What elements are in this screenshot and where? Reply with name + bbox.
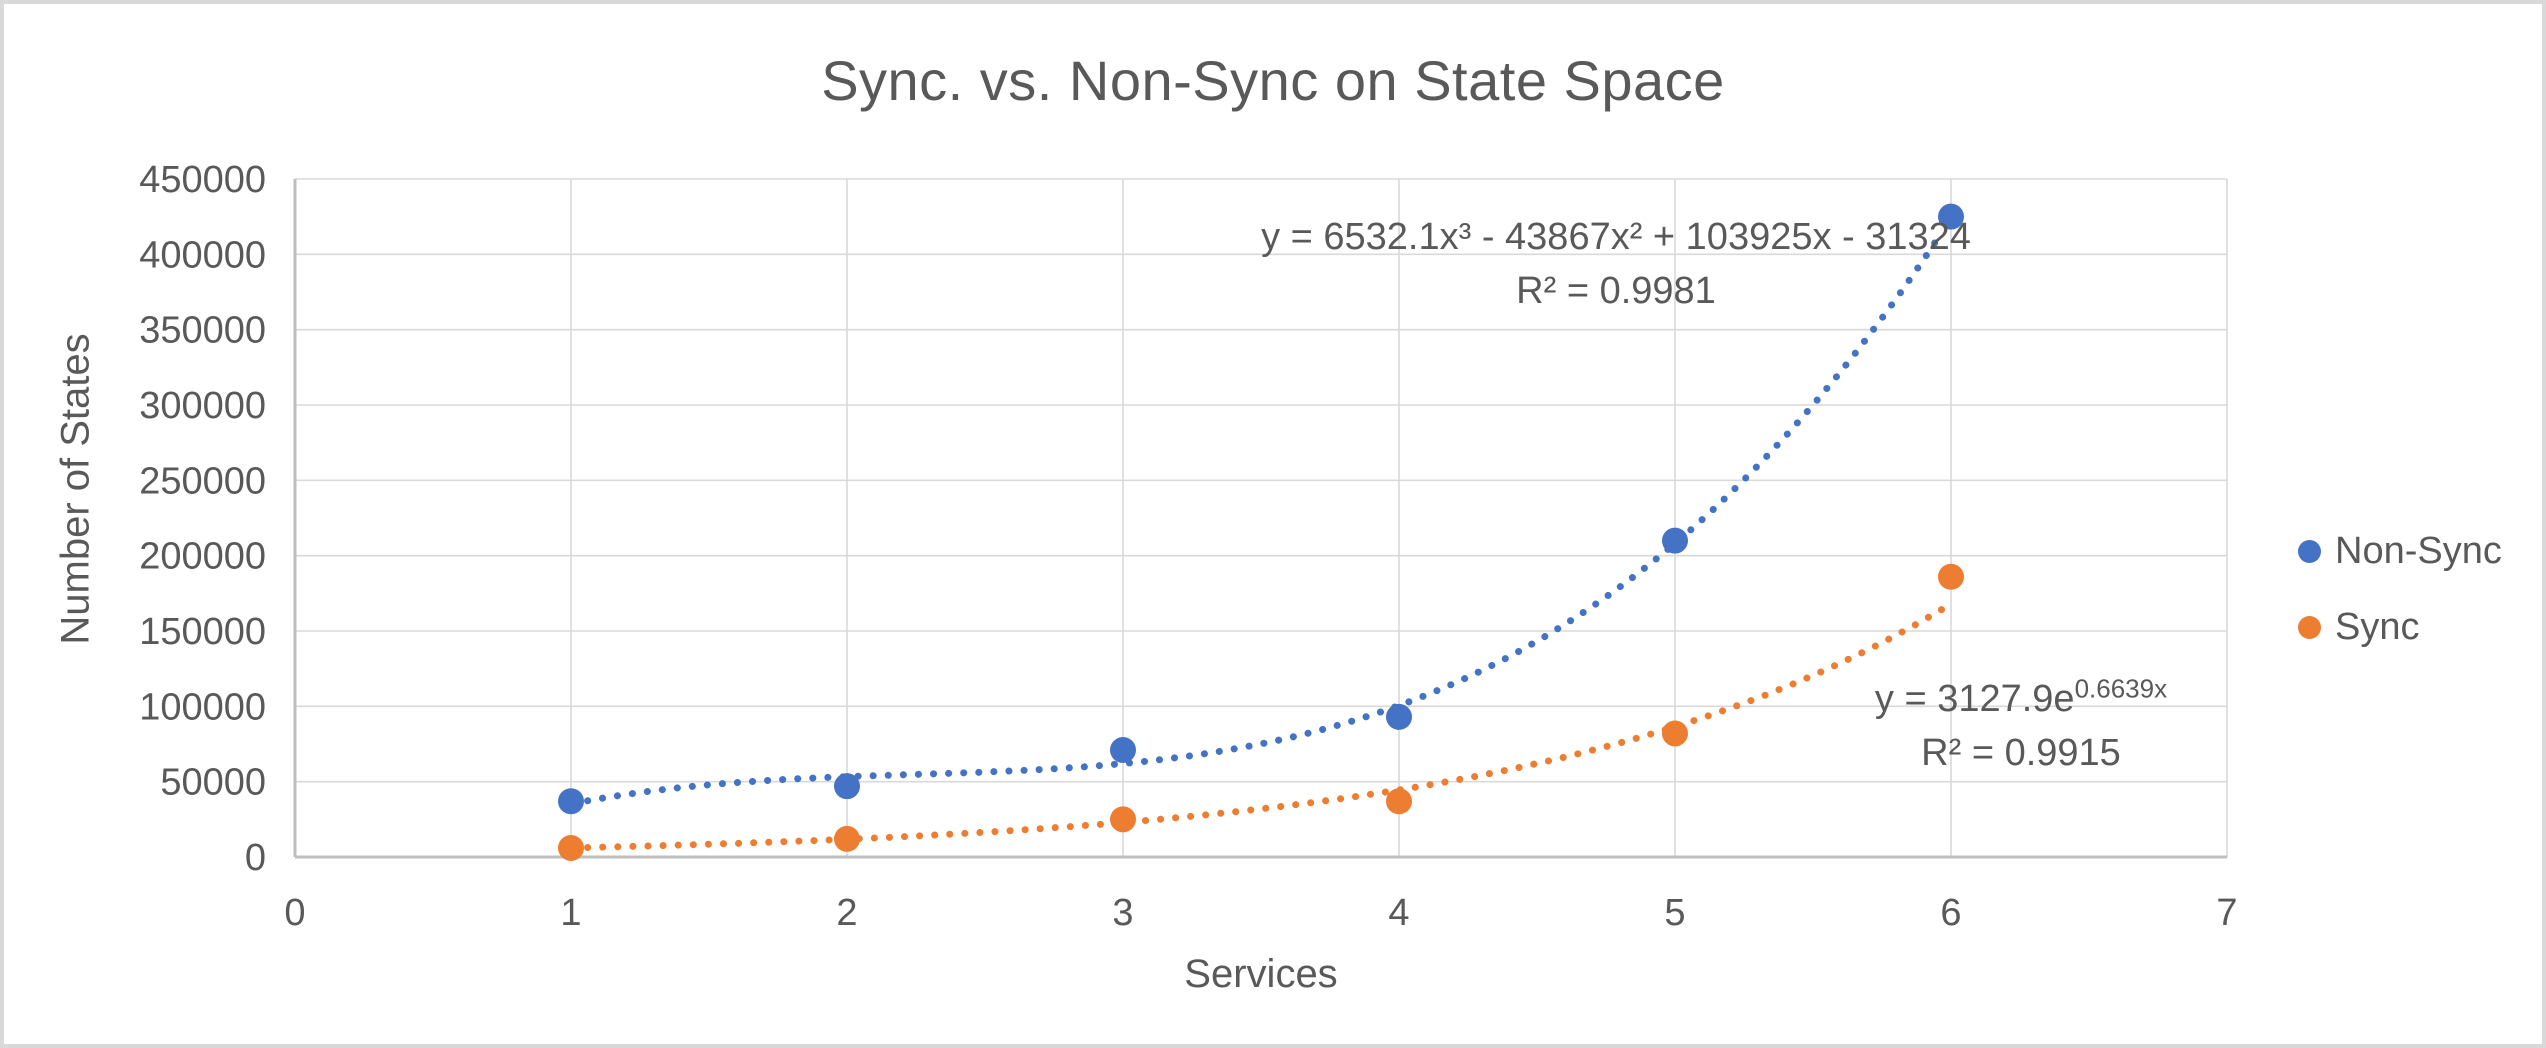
sync-data-point [558, 834, 584, 861]
y-tick-label: 0 [245, 837, 266, 879]
axis-lines [293, 179, 2227, 859]
sync-trendline-equation: y = 3127.9e0.6639x [1875, 672, 2167, 726]
plot-area: 0500001000001500002000002500003000003500… [139, 159, 2237, 934]
chart-title: Sync. vs. Non-Sync on State Space [821, 49, 1725, 112]
nonsync-legend-marker-icon [2298, 540, 2321, 563]
nonsync-trendline-equation: y = 6532.1x³ - 43867x² + 103925x - 31324 [1261, 216, 1971, 258]
x-tick-label: 0 [284, 892, 305, 934]
nonsync-data-point [1938, 203, 1964, 230]
nonsync-data-point [1662, 527, 1688, 554]
nonsync-trendline-r2: R² = 0.9981 [1516, 270, 1716, 312]
y-tick-label: 100000 [139, 686, 266, 728]
sync-trendline-r2: R² = 0.9915 [1921, 732, 2121, 774]
y-tick-label: 350000 [139, 310, 266, 352]
sync-data-point [834, 825, 860, 852]
y-tick-labels: 0 50000 100000 150000 200000 250000 300000 3500… [139, 159, 266, 879]
y-tick-label: 450000 [139, 159, 266, 201]
x-tick-label: 1 [560, 892, 581, 934]
x-tick-label: 3 [1112, 892, 1133, 934]
nonsync-trendline [584, 227, 1947, 805]
legend-item-nonsync: Non-Sync [2298, 530, 2502, 573]
nonsync-legend-label: Non-Sync [2335, 530, 2502, 572]
sync-equation-exponent: 0.6639x [2074, 673, 2168, 704]
nonsync-series-points [558, 203, 1964, 815]
sync-data-point [1386, 788, 1412, 815]
nonsync-data-point [834, 773, 860, 800]
x-axis-title: Services [1184, 952, 1338, 996]
y-tick-label: 400000 [139, 234, 266, 276]
sync-equation-base: y = 3127.9e [1874, 678, 2075, 720]
y-axis-title: Number of States [53, 333, 98, 645]
y-tick-label: 250000 [139, 460, 266, 502]
sync-legend-label: Sync [2335, 606, 2420, 648]
x-tick-label: 6 [1940, 892, 1961, 934]
sync-trendline [584, 605, 1947, 851]
x-tick-label: 4 [1388, 892, 1409, 934]
nonsync-trendline-annotation: y = 6532.1x³ - 43867x² + 103925x - 31324… [1261, 210, 1971, 318]
sync-data-point [1110, 806, 1136, 833]
nonsync-data-point [1110, 737, 1136, 764]
x-tick-label: 5 [1664, 892, 1685, 934]
x-tick-labels: 0 1 2 3 4 5 6 7 [284, 892, 2237, 934]
gridlines [294, 178, 2228, 858]
sync-legend-marker-icon [2298, 616, 2321, 639]
legend-item-sync: Sync [2298, 606, 2502, 649]
nonsync-data-point [558, 788, 584, 815]
sync-data-point [1662, 720, 1688, 747]
legend: Non-Sync Sync [2298, 530, 2502, 649]
sync-trendline-annotation: y = 3127.9e0.6639x R² = 0.9915 [1875, 672, 2167, 780]
x-tick-label: 2 [836, 892, 857, 934]
nonsync-data-point [1386, 703, 1412, 730]
y-tick-label: 50000 [160, 762, 266, 804]
sync-data-point [1938, 563, 1964, 590]
y-tick-label: 200000 [139, 536, 266, 578]
sync-series-points [558, 563, 1964, 861]
y-tick-label: 150000 [139, 611, 266, 653]
x-tick-label: 7 [2216, 892, 2237, 934]
y-tick-label: 300000 [139, 385, 266, 427]
